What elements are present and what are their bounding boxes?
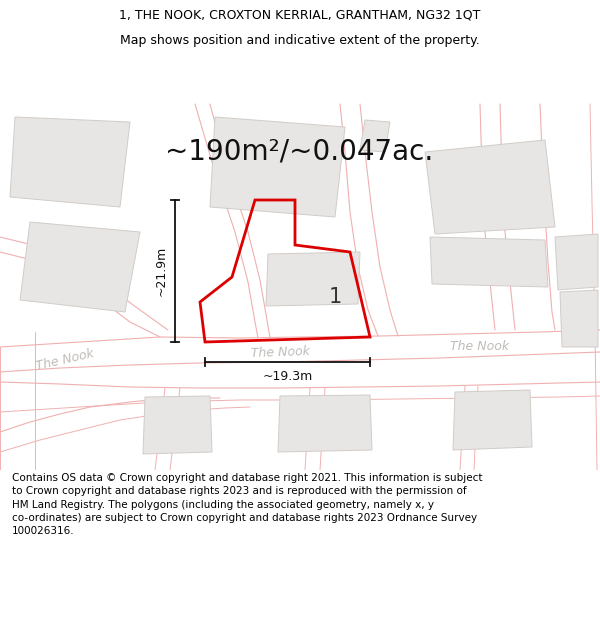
Text: Map shows position and indicative extent of the property.: Map shows position and indicative extent… (120, 34, 480, 47)
Text: The Nook: The Nook (250, 344, 310, 359)
Text: 1: 1 (328, 287, 341, 307)
Polygon shape (266, 252, 360, 306)
Polygon shape (453, 390, 532, 450)
Text: The Nook: The Nook (451, 341, 509, 354)
Polygon shape (20, 222, 140, 312)
Polygon shape (10, 117, 130, 207)
Text: ~19.3m: ~19.3m (262, 369, 313, 382)
Polygon shape (430, 237, 548, 287)
Text: The Nook: The Nook (35, 347, 95, 373)
Text: ~21.9m: ~21.9m (155, 246, 167, 296)
Text: Contains OS data © Crown copyright and database right 2021. This information is : Contains OS data © Crown copyright and d… (12, 473, 482, 536)
Polygon shape (425, 140, 555, 234)
Text: ~190m²/~0.047ac.: ~190m²/~0.047ac. (165, 138, 433, 166)
Polygon shape (210, 117, 345, 217)
Polygon shape (360, 120, 390, 152)
Polygon shape (560, 290, 598, 347)
Polygon shape (555, 234, 598, 290)
Polygon shape (278, 395, 372, 452)
Polygon shape (143, 396, 212, 454)
Text: 1, THE NOOK, CROXTON KERRIAL, GRANTHAM, NG32 1QT: 1, THE NOOK, CROXTON KERRIAL, GRANTHAM, … (119, 8, 481, 21)
